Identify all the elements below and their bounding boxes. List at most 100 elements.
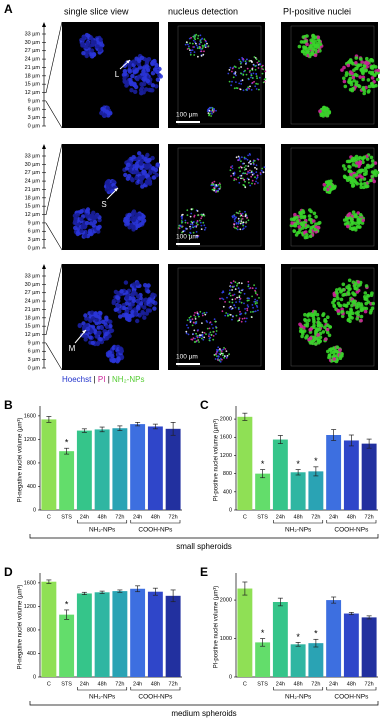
microscopy-image (168, 144, 265, 250)
nucleus-blob (233, 293, 236, 296)
nucleus-blob (193, 46, 196, 48)
nucleus-blob (241, 177, 244, 180)
nucleus-blob (185, 332, 188, 335)
nucleus-blob (89, 52, 95, 57)
nucleus-blob (303, 45, 308, 50)
nucleus-blob (85, 326, 91, 332)
bar (326, 435, 342, 510)
nucleus-blob (203, 50, 205, 53)
nucleus-blob (244, 308, 247, 310)
nucleus-blob (237, 176, 240, 179)
nucleus-blob (222, 290, 225, 293)
x-tick-label: 72h (365, 514, 374, 520)
nucleus-blob (195, 332, 198, 335)
nucleus-blob (83, 313, 88, 318)
z-tick-label: 12 µm (25, 332, 41, 338)
nucleus-blob (215, 190, 218, 193)
nucleus-blob (326, 107, 330, 112)
nucleus-blob (247, 154, 250, 157)
nucleus-blob (229, 314, 232, 316)
nucleus-blob (245, 317, 248, 320)
nucleus-blob (233, 220, 236, 223)
nucleus-blob (233, 179, 236, 182)
nucleus-blob (201, 213, 203, 216)
nucleus-blob (247, 165, 250, 168)
nucleus-blob (232, 76, 235, 79)
nucleus-blob (94, 334, 99, 339)
nucleus-blob (207, 107, 210, 110)
nucleus-blob (96, 325, 101, 330)
nucleus-blob (289, 217, 294, 222)
nucleus-blob (186, 319, 189, 321)
nucleus-blob (90, 42, 96, 47)
footer-bracket (29, 701, 379, 706)
nucleus-blob (104, 187, 110, 192)
x-tick-label: STS (257, 514, 268, 520)
nucleus-blob (88, 318, 93, 323)
nucleus-blob (240, 80, 242, 82)
nucleus-blob (198, 43, 201, 46)
nucleus-blob (234, 66, 237, 68)
nucleus-blob (251, 81, 254, 84)
nucleus-blob (224, 314, 227, 317)
nucleus-blob (199, 219, 201, 222)
nucleus-blob (125, 176, 131, 181)
y-tick-label: 1200 (24, 437, 36, 443)
nucleus-blob (355, 305, 359, 310)
nucleus-blob (104, 317, 109, 322)
nucleus-blob (104, 331, 109, 336)
nucleus-blob (312, 323, 316, 328)
nucleus-blob (371, 301, 376, 306)
nucleus-blob (246, 87, 249, 90)
group-bracket (273, 520, 324, 524)
nucleus-blob (188, 45, 190, 48)
nucleus-blob (256, 299, 259, 302)
nucleus-blob (218, 352, 221, 355)
nucleus-blob (250, 175, 253, 178)
nucleus-blob (211, 184, 214, 187)
z-tick-label: 33 µm (25, 153, 41, 159)
nucleus-blob (106, 352, 111, 358)
scale-bar-label: 100 µm (176, 354, 198, 361)
nucleus-blob (111, 179, 116, 184)
nucleus-blob (308, 336, 313, 340)
nucleus-blob (84, 44, 89, 50)
nucleus-blob (248, 181, 250, 184)
nucleus-blob (140, 309, 145, 315)
nucleus-blob (145, 152, 150, 158)
nucleus-blob (131, 282, 137, 287)
nucleus-blob (359, 57, 363, 61)
nucleus-blob (80, 41, 85, 47)
nucleus-blob (209, 106, 211, 109)
nucleus-blob (261, 64, 264, 67)
nucleus-blob (354, 180, 358, 185)
nucleus-blob (253, 300, 256, 303)
nucleus-blob (365, 157, 370, 161)
nucleus-blob (192, 321, 195, 324)
bar (112, 428, 128, 510)
nucleus-blob (230, 84, 233, 87)
z-axis-arrow (42, 144, 46, 149)
nucleus-blob (243, 317, 246, 320)
nucleus-blob (216, 349, 219, 352)
nucleus-blob (299, 40, 304, 44)
group-bracket (326, 520, 377, 524)
nucleus-blob (213, 189, 216, 192)
nucleus-blob (226, 296, 228, 299)
nucleus-blob (221, 291, 224, 294)
nucleus-blob (312, 219, 316, 223)
nucleus-blob (228, 69, 231, 71)
nucleus-blob (197, 214, 200, 217)
nucleus-blob (233, 222, 236, 225)
nucleus-blob (250, 74, 253, 77)
panel-label: B (4, 398, 13, 412)
group-label: NH₂-NPs (285, 694, 312, 701)
nucleus-blob (190, 49, 193, 52)
bar (94, 592, 110, 677)
nucleus-blob (247, 299, 250, 302)
nucleus-blob (244, 311, 247, 314)
nucleus-blob (191, 49, 194, 51)
nucleus-blob (297, 230, 302, 235)
nucleus-blob (243, 302, 245, 305)
nucleus-blob (359, 63, 363, 67)
